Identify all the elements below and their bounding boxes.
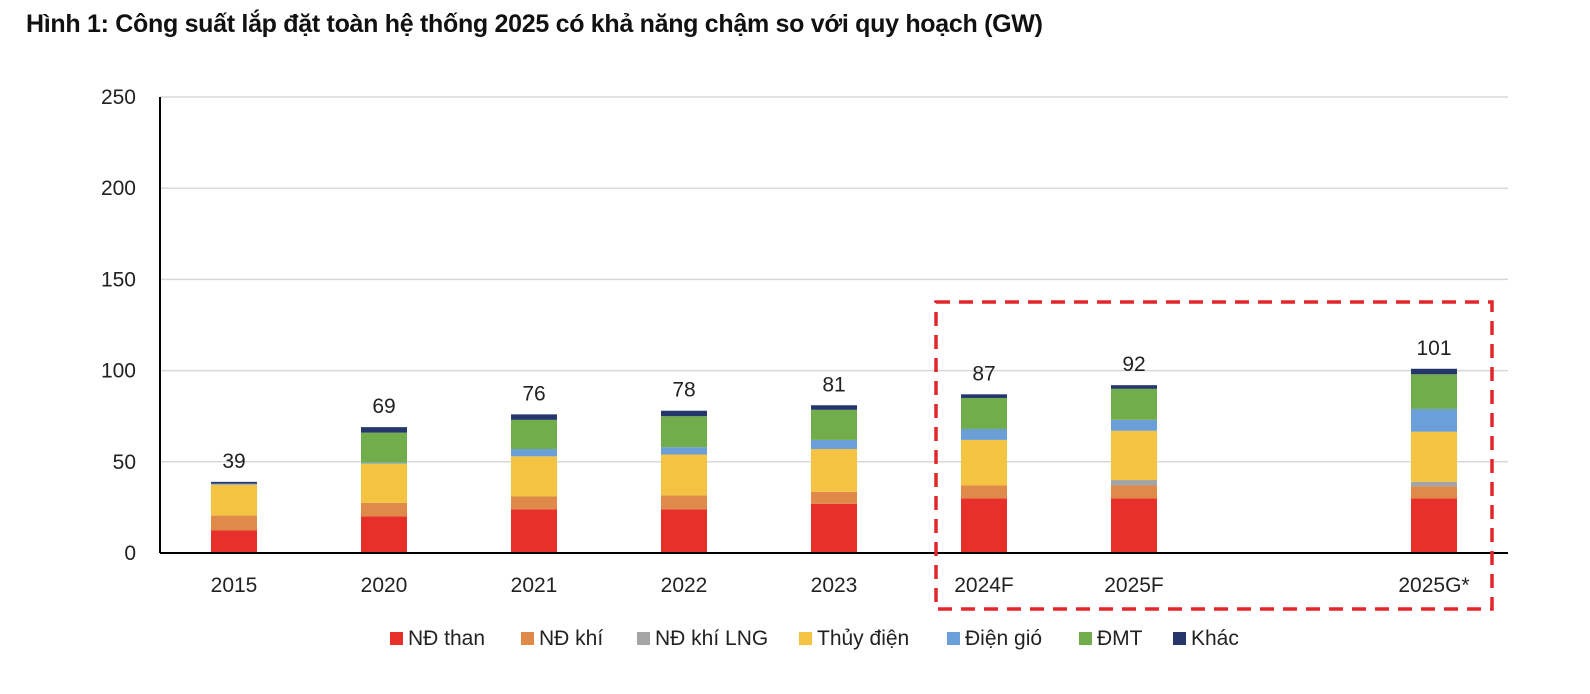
- x-tick-label: 2025G*: [1398, 574, 1469, 597]
- total-label: 39: [222, 450, 245, 473]
- bar-segment: [511, 456, 557, 497]
- bar-segment: [661, 495, 707, 510]
- bar-segment: [211, 481, 257, 484]
- bar-segment: [661, 416, 707, 448]
- bar-segment: [961, 485, 1007, 499]
- bar-segment: [211, 515, 257, 531]
- bar-segment: [961, 439, 1007, 486]
- y-tick-label: 250: [101, 86, 136, 109]
- y-tick-label: 200: [101, 177, 136, 200]
- total-label: 81: [822, 373, 845, 396]
- bar-segment: [1411, 486, 1457, 499]
- bar-segment: [511, 496, 557, 510]
- bar-segment: [811, 409, 857, 440]
- total-label: 101: [1416, 337, 1451, 360]
- legend-label: NĐ khí: [539, 627, 603, 650]
- legend-label: NĐ than: [408, 627, 485, 650]
- legend-label: Khác: [1191, 627, 1239, 650]
- bars: [211, 368, 1457, 553]
- bar-segment: [511, 509, 557, 553]
- x-tick-label: 2021: [511, 574, 558, 597]
- bar-segment: [1111, 430, 1157, 481]
- bar-segment: [811, 405, 857, 410]
- bar-segment: [211, 484, 257, 516]
- legend-swatch: [947, 632, 960, 645]
- bar-segment: [211, 483, 257, 485]
- bar-segment: [1411, 374, 1457, 409]
- bar-segment: [811, 439, 857, 450]
- bar-segment: [961, 498, 1007, 553]
- legend-swatch: [799, 632, 812, 645]
- axes: 0 50 100 150 200 250 2015 2020 2021 2022 2023 2024F…: [101, 86, 1508, 611]
- bar-segment: [961, 428, 1007, 440]
- bar-segment: [661, 454, 707, 496]
- x-tick-label: 2020: [361, 574, 408, 597]
- x-tick-label: 2025F: [1104, 574, 1164, 597]
- x-tick-label: 2024F: [954, 574, 1014, 597]
- bar-segment: [511, 414, 557, 420]
- bar-segment: [811, 503, 857, 553]
- chart-title: Hình 1: Công suất lắp đặt toàn hệ thống …: [26, 10, 1043, 38]
- legend: NĐ than NĐ khí NĐ khí LNG Thủy điện Điện gió…: [390, 627, 1239, 650]
- bar-segment: [961, 394, 1007, 398]
- bar-segment: [1411, 481, 1457, 487]
- legend-swatch: [390, 632, 403, 645]
- y-tick-label: 100: [101, 360, 136, 383]
- bar-segment: [361, 463, 407, 503]
- legend-label: NĐ khí LNG: [655, 627, 768, 650]
- bar-segment: [1411, 498, 1457, 553]
- bar-segment: [961, 397, 1007, 429]
- x-tick-label: 2023: [811, 574, 858, 597]
- bar-segment: [1411, 431, 1457, 482]
- total-label: 76: [522, 382, 545, 405]
- bar-segment: [511, 449, 557, 457]
- legend-label: Điện gió: [965, 627, 1042, 650]
- total-label: 69: [372, 395, 395, 418]
- data-labels: 39 69 76 78 81 87 92 101: [222, 337, 1451, 473]
- bar-segment: [1111, 485, 1157, 499]
- bar-segment: [661, 509, 707, 553]
- bar-segment: [1111, 498, 1157, 553]
- x-tick-label: 2022: [661, 574, 708, 597]
- total-label: 78: [672, 379, 695, 402]
- bar-segment: [1411, 368, 1457, 375]
- highlight-box: [934, 300, 1494, 611]
- legend-swatch: [1173, 632, 1186, 645]
- bar-segment: [361, 427, 407, 433]
- bar-segment: [1111, 419, 1157, 431]
- total-label: 87: [972, 362, 995, 385]
- bar-segment: [361, 432, 407, 463]
- y-tick-label: 0: [124, 542, 136, 565]
- bar-segment: [661, 410, 707, 417]
- legend-label: ĐMT: [1097, 627, 1143, 650]
- y-tick-label: 150: [101, 268, 136, 291]
- total-label: 92: [1122, 353, 1145, 376]
- legend-swatch: [521, 632, 534, 645]
- bar-segment: [811, 491, 857, 504]
- bar-segment: [211, 530, 257, 553]
- bar-segment: [811, 449, 857, 492]
- bar-segment: [361, 462, 407, 464]
- bar-segment: [361, 502, 407, 517]
- bar-segment: [1111, 480, 1157, 486]
- bar-segment: [661, 447, 707, 455]
- bar-segment: [1411, 408, 1457, 432]
- y-tick-label: 50: [113, 451, 136, 474]
- bar-segment: [1111, 388, 1157, 420]
- bar-segment: [1111, 385, 1157, 389]
- bar-segment: [361, 516, 407, 553]
- legend-swatch: [1079, 632, 1092, 645]
- x-tick-label: 2015: [211, 574, 258, 597]
- legend-label: Thủy điện: [817, 627, 909, 650]
- bar-segment: [511, 419, 557, 450]
- legend-swatch: [637, 632, 650, 645]
